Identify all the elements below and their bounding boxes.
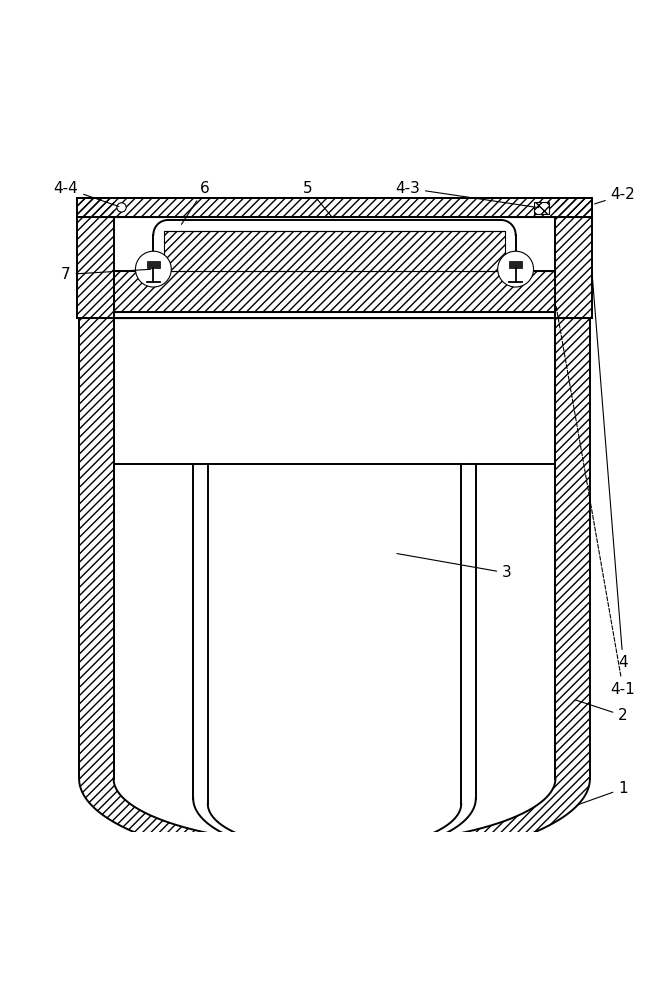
Text: 1: 1: [579, 781, 628, 804]
Text: 3: 3: [397, 554, 512, 580]
Bar: [114, 271, 555, 312]
Text: 6: 6: [181, 181, 210, 224]
Bar: [77, 198, 592, 217]
Circle shape: [117, 203, 126, 212]
Bar: [535, 202, 549, 214]
Bar: [164, 231, 505, 271]
Bar: [555, 318, 590, 779]
Text: 2: 2: [575, 700, 628, 723]
Text: 4-1: 4-1: [556, 305, 636, 697]
Bar: [79, 318, 114, 779]
Bar: [114, 271, 555, 312]
Text: 7: 7: [61, 267, 151, 282]
Text: 4-3: 4-3: [395, 181, 539, 208]
Text: 4: 4: [592, 274, 628, 670]
Bar: [164, 231, 505, 271]
Bar: [77, 198, 592, 217]
Bar: [77, 198, 114, 318]
Circle shape: [135, 251, 171, 287]
Text: 5: 5: [303, 181, 332, 218]
Bar: [555, 198, 592, 318]
Bar: [535, 202, 549, 214]
Bar: [555, 318, 590, 779]
Bar: [555, 198, 592, 318]
Polygon shape: [79, 779, 590, 865]
Circle shape: [498, 251, 534, 287]
Bar: [147, 261, 160, 268]
Bar: [509, 261, 522, 268]
Text: 4-4: 4-4: [54, 181, 119, 207]
Bar: [79, 318, 114, 779]
Text: 4-2: 4-2: [595, 187, 636, 204]
Bar: [77, 198, 114, 318]
